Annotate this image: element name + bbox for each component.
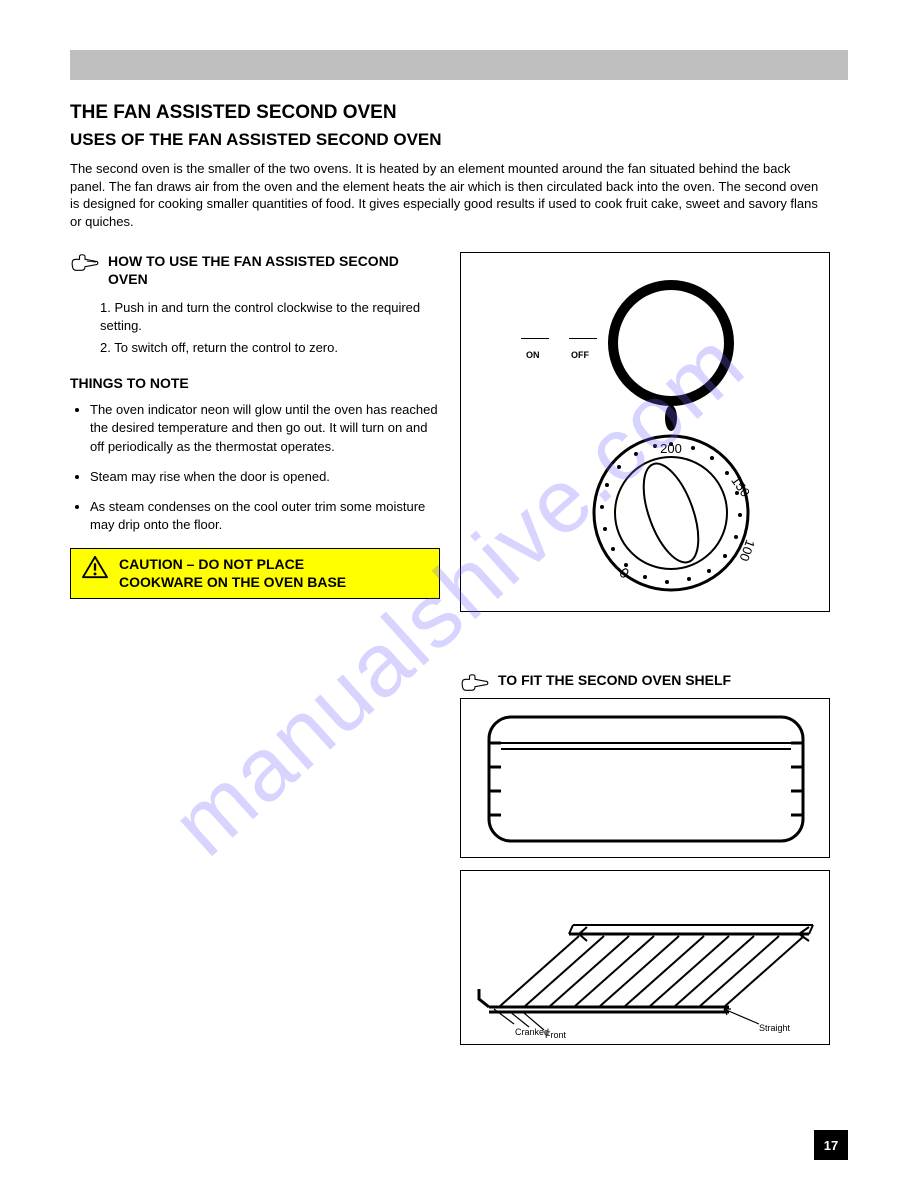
main-title: THE FAN ASSISTED SECOND OVEN xyxy=(70,102,848,124)
note-3: As steam condenses on the cool outer tri… xyxy=(90,498,440,534)
control-panel-diagram: ON OFF xyxy=(460,252,830,612)
cranked-label: Cranked xyxy=(515,1027,549,1037)
note-2: Steam may rise when the door is opened. xyxy=(90,468,440,486)
step-1: 1. Push in and turn the control clockwis… xyxy=(100,299,440,335)
caution-line-1: CAUTION – DO NOT PLACE xyxy=(119,556,304,572)
caution-box: CAUTION – DO NOT PLACE COOKWARE ON THE O… xyxy=(70,548,440,598)
dial-150: 150 xyxy=(728,473,753,499)
left-column: HOW TO USE THE FAN ASSISTED SECOND OVEN … xyxy=(70,252,440,1045)
things-to-note-title: THINGS TO NOTE xyxy=(70,375,440,391)
straight-label: Straight xyxy=(759,1023,791,1033)
manual-page: THE FAN ASSISTED SECOND OVEN USES OF THE… xyxy=(0,0,918,1188)
oven-cavity-diagram xyxy=(460,698,830,858)
intro-paragraph: The second oven is the smaller of the tw… xyxy=(70,160,820,230)
note-1: The oven indicator neon will glow until … xyxy=(90,401,440,456)
header-bar xyxy=(70,50,848,80)
shelf-rack-diagram: Cranked Front Straight xyxy=(460,870,830,1045)
warning-icon xyxy=(81,555,109,584)
right-column: ON OFF xyxy=(460,252,848,1045)
dial-100: 100 xyxy=(736,538,758,564)
front-label: Front xyxy=(545,1030,567,1038)
uses-subtitle: USES OF THE FAN ASSISTED SECOND OVEN xyxy=(70,130,848,150)
fit-shelf-title: TO FIT THE SECOND OVEN SHELF xyxy=(498,672,731,688)
pointing-hand-icon xyxy=(460,672,490,698)
notes-list: The oven indicator neon will glow until … xyxy=(90,401,440,534)
caution-line-2: COOKWARE ON THE OVEN BASE xyxy=(119,574,346,590)
step-2: 2. To switch off, return the control to … xyxy=(100,339,440,357)
page-number: 17 xyxy=(814,1130,848,1160)
caution-text: CAUTION – DO NOT PLACE COOKWARE ON THE O… xyxy=(119,555,346,591)
dial-200: 200 xyxy=(660,441,682,456)
how-to-use-title: HOW TO USE THE FAN ASSISTED SECOND OVEN xyxy=(108,252,440,288)
steps-list: 1. Push in and turn the control clockwis… xyxy=(100,299,440,358)
pointing-hand-icon xyxy=(70,252,100,278)
